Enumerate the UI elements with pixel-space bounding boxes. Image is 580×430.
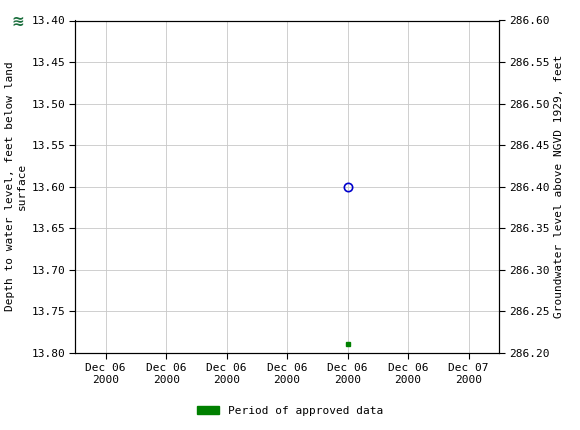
Text: USGS: USGS	[49, 12, 89, 30]
Text: ≋: ≋	[12, 13, 24, 28]
Y-axis label: Depth to water level, feet below land
surface: Depth to water level, feet below land su…	[5, 61, 27, 311]
Bar	[29, 4, 435, 38]
Text: USGS 401744075312801 MG  1815: USGS 401744075312801 MG 1815	[158, 56, 422, 71]
Y-axis label: Groundwater level above NGVD 1929, feet: Groundwater level above NGVD 1929, feet	[554, 55, 564, 318]
Legend: Period of approved data: Period of approved data	[193, 401, 387, 420]
